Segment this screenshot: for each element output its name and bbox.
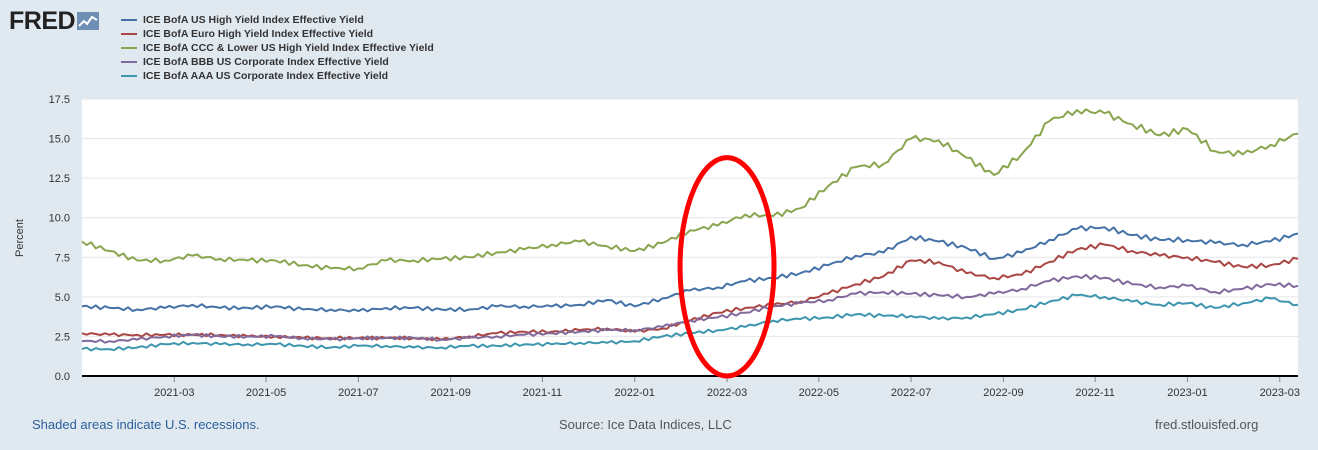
legend-label: ICE BofA CCC & Lower US High Yield Index…: [143, 42, 434, 54]
site-link[interactable]: fred.stlouisfed.org: [1155, 417, 1259, 432]
legend-swatch: [121, 61, 137, 63]
y-tick-label: 0.0: [55, 371, 70, 383]
legend-swatch: [121, 19, 137, 21]
x-tick-label: 2022-07: [891, 387, 931, 399]
recession-note-link[interactable]: Shaded areas indicate U.S. recessions.: [32, 417, 260, 432]
x-tick-label: 2022-01: [615, 387, 655, 399]
series-line: [81, 273, 1299, 344]
y-axis-ticks: 0.0 2.5 5.0 7.5 10.0 12.5 15.0 17.5: [49, 94, 70, 383]
x-tick-label: 2023-03: [1260, 387, 1300, 399]
legend-swatch: [121, 47, 137, 49]
x-tick-label: 2023-01: [1167, 387, 1207, 399]
legend-item: ICE BofA BBB US Corporate Index Effectiv…: [121, 55, 434, 69]
x-axis-ticks: 2021-03 2021-05 2021-07 2021-09 2021-11 2022-…: [154, 376, 1300, 399]
legend-item: ICE BofA AAA US Corporate Index Effectiv…: [121, 69, 434, 83]
legend-label: ICE BofA US High Yield Index Effective Y…: [143, 14, 364, 26]
x-tick-label: 2021-09: [430, 387, 470, 399]
legend-label: ICE BofA BBB US Corporate Index Effectiv…: [143, 56, 389, 68]
y-axis-label: Percent: [14, 219, 26, 257]
x-tick-label: 2021-03: [154, 387, 194, 399]
series-line: [81, 225, 1299, 313]
fred-logo[interactable]: FRED: [9, 7, 100, 35]
y-tick-label: 7.5: [55, 252, 70, 264]
legend-item: ICE BofA Euro High Yield Index Effective…: [121, 27, 434, 41]
legend-swatch: [121, 33, 137, 35]
series-line: [81, 108, 1299, 272]
y-tick-label: 2.5: [55, 331, 70, 343]
x-tick-label: 2021-07: [338, 387, 378, 399]
y-tick-label: 12.5: [49, 173, 70, 185]
x-tick-label: 2022-09: [983, 387, 1023, 399]
x-tick-label: 2022-11: [1075, 387, 1115, 399]
fred-logo-text: FRED: [9, 7, 76, 35]
x-tick-label: 2022-03: [707, 387, 747, 399]
y-tick-label: 10.0: [49, 213, 70, 225]
y-tick-label: 15.0: [49, 134, 70, 146]
x-tick-label: 2022-05: [799, 387, 839, 399]
legend-item: ICE BofA US High Yield Index Effective Y…: [121, 13, 434, 27]
y-tick-label: 17.5: [49, 94, 70, 106]
legend-item: ICE BofA CCC & Lower US High Yield Index…: [121, 41, 434, 55]
source-note: Source: Ice Data Indices, LLC: [559, 417, 732, 432]
chart-legend: ICE BofA US High Yield Index Effective Y…: [121, 13, 434, 83]
legend-label: ICE BofA AAA US Corporate Index Effectiv…: [143, 70, 389, 82]
y-tick-label: 5.0: [55, 292, 70, 304]
grid-lines: [82, 98, 1298, 337]
line-chart: 0.02.55.07.510.012.515.017.5 2021-03 2021…: [14, 94, 1300, 399]
fred-graph-icon: [77, 12, 100, 30]
x-tick-label: 2021-05: [246, 387, 286, 399]
highlight-ellipse-annotation: [677, 155, 777, 379]
x-tick-label: 2021-11: [523, 387, 563, 399]
legend-swatch: [121, 75, 137, 77]
legend-label: ICE BofA Euro High Yield Index Effective…: [143, 28, 374, 40]
